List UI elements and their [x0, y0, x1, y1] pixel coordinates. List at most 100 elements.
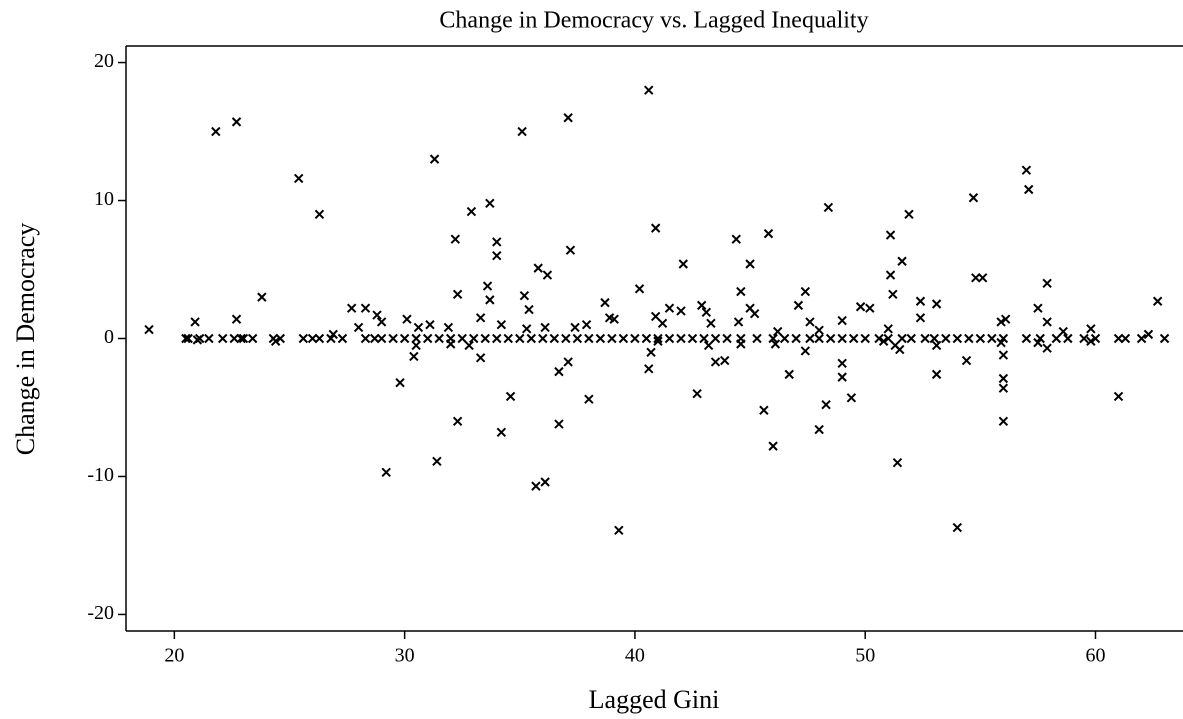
point [722, 333, 732, 344]
point [1136, 333, 1147, 344]
point [360, 303, 371, 313]
point [314, 209, 325, 220]
point [736, 286, 746, 297]
point [581, 319, 592, 330]
point [763, 228, 774, 239]
point [1033, 303, 1043, 313]
point [1063, 333, 1073, 344]
point [1042, 317, 1052, 327]
point [897, 256, 907, 266]
point [825, 333, 836, 344]
point [452, 416, 463, 426]
y-axis-label: Change in Democracy [11, 223, 40, 455]
point [800, 346, 811, 356]
x-tick-label: 40 [625, 645, 645, 667]
point [531, 481, 541, 491]
point [563, 113, 573, 123]
point [229, 333, 239, 344]
point [720, 355, 730, 366]
point [906, 333, 916, 344]
point [238, 333, 249, 344]
point [865, 303, 875, 313]
point [1143, 329, 1154, 340]
point [443, 322, 454, 333]
point [475, 313, 486, 323]
point [413, 322, 424, 333]
point [634, 284, 645, 294]
point [540, 322, 550, 333]
point [657, 318, 668, 329]
point [915, 313, 926, 323]
point [1042, 343, 1052, 353]
point [561, 333, 571, 344]
point [653, 333, 663, 344]
point [542, 270, 553, 280]
point [257, 292, 267, 302]
point [429, 154, 440, 164]
y-tick-label: 10 [94, 188, 114, 210]
point [554, 419, 564, 429]
point [492, 237, 502, 247]
point [519, 291, 530, 301]
point [731, 234, 741, 244]
point [895, 344, 905, 355]
point [814, 325, 824, 335]
point [678, 259, 688, 269]
point [664, 333, 675, 344]
point [464, 340, 474, 351]
point [883, 333, 893, 344]
point [874, 333, 884, 344]
point [1159, 333, 1170, 344]
point [904, 209, 914, 220]
point [402, 314, 412, 324]
point [1152, 296, 1163, 306]
point [204, 333, 214, 344]
point [411, 333, 421, 344]
point [595, 333, 606, 344]
point [434, 333, 444, 344]
point [570, 322, 580, 333]
point [650, 223, 661, 233]
point [770, 339, 781, 349]
point [733, 317, 744, 327]
point [1090, 333, 1101, 344]
point [920, 333, 930, 344]
point [736, 339, 746, 349]
point [450, 234, 461, 244]
point [952, 333, 963, 344]
point [399, 333, 410, 344]
point [745, 259, 755, 269]
point [231, 117, 242, 127]
point [1079, 333, 1089, 344]
point [784, 369, 794, 380]
point [1113, 391, 1124, 402]
point [1113, 333, 1124, 344]
point [752, 333, 762, 344]
point [941, 333, 951, 344]
point [676, 333, 686, 344]
point [892, 457, 903, 468]
point [772, 326, 783, 337]
point [800, 286, 811, 297]
point [814, 333, 824, 344]
point [687, 333, 698, 344]
point [1086, 324, 1096, 334]
point [837, 333, 847, 344]
point [793, 300, 804, 311]
point [247, 333, 258, 344]
point [805, 317, 815, 327]
point [1033, 337, 1043, 348]
point [411, 340, 421, 351]
point [485, 198, 495, 208]
point [1042, 278, 1052, 289]
point [996, 317, 1006, 327]
point [192, 335, 203, 345]
point [445, 339, 456, 349]
point [480, 333, 490, 344]
point [294, 173, 304, 184]
point [369, 333, 380, 344]
point [409, 351, 419, 362]
point [837, 315, 847, 326]
point [607, 333, 617, 344]
